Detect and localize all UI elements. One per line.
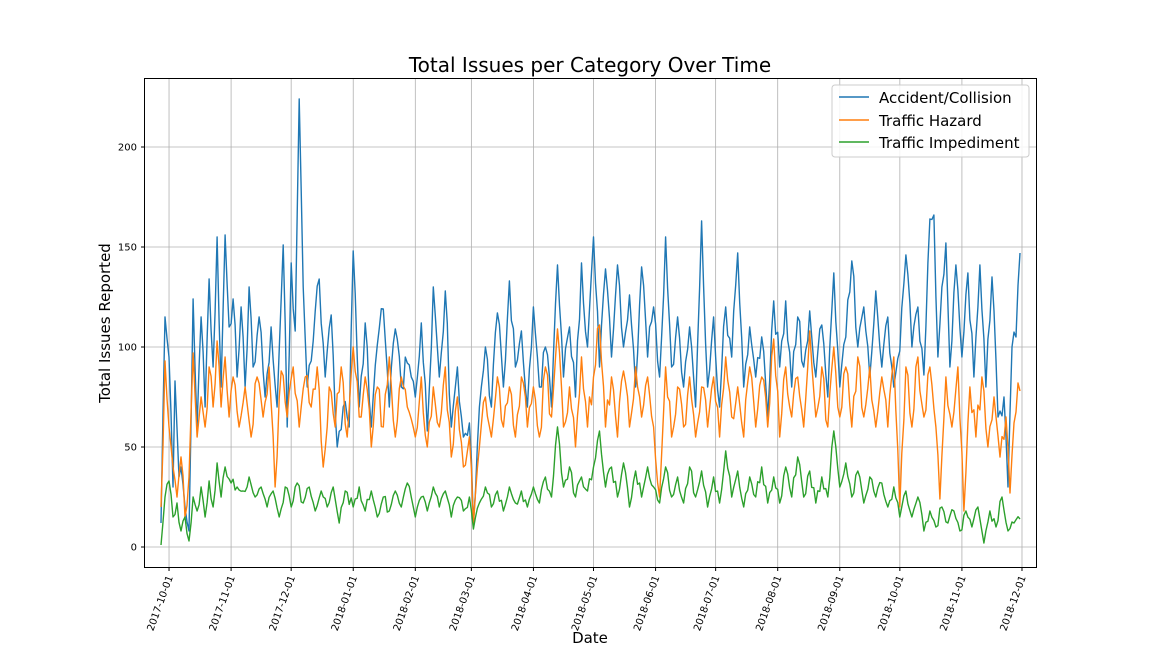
y-tick-label: 50 — [124, 443, 137, 454]
series-line-traffic-hazard — [160, 324, 1021, 526]
series-line-accident-collision — [160, 98, 1021, 532]
x-tick-label: 2018-11-01 — [939, 574, 969, 632]
x-tick-label: 2018-01-01 — [330, 574, 360, 632]
x-tick-label: 2018-03-01 — [448, 574, 478, 632]
x-tick-label: 2018-02-01 — [392, 574, 422, 632]
x-tick-label: 2017-12-01 — [268, 574, 298, 632]
legend-box — [831, 84, 1030, 158]
y-tick-label: 150 — [118, 243, 137, 254]
legend-label-impediment: Traffic Impediment — [878, 134, 1020, 152]
y-tick-label: 100 — [118, 343, 137, 354]
x-tick-label: 2017-11-01 — [208, 574, 238, 632]
x-axis: 2017-10-01 2017-11-01 2017-12-01 2018-01-01… — [146, 567, 1029, 633]
x-tick-label: 2018-04-01 — [510, 574, 540, 632]
x-tick-label: 2017-10-01 — [146, 574, 176, 632]
x-tick-label: 2018-05-01 — [570, 574, 600, 632]
series-line-traffic-impediment — [160, 426, 1021, 546]
legend: Accident/Collision Traffic Hazard Traffi… — [831, 84, 1030, 158]
y-axis: 0 50 100 150 200 — [118, 143, 145, 554]
y-tick-label: 0 — [131, 543, 137, 554]
y-tick-label: 200 — [118, 143, 137, 154]
legend-label-accident: Accident/Collision — [879, 89, 1012, 107]
legend-label-hazard: Traffic Hazard — [878, 112, 982, 130]
y-axis-label: Total Issues Reported — [96, 243, 114, 404]
series-lines — [160, 98, 1021, 546]
x-tick-label: 2018-06-01 — [632, 574, 662, 632]
x-tick-label: 2018-09-01 — [816, 574, 846, 632]
x-tick-label: 2018-07-01 — [692, 574, 722, 632]
x-tick-label: 2018-08-01 — [754, 574, 784, 632]
x-tick-label: 2018-10-01 — [876, 574, 906, 632]
x-axis-label: Date — [572, 629, 608, 647]
chart-title: Total Issues per Category Over Time — [408, 53, 771, 77]
x-tick-label: 2018-12-01 — [999, 574, 1029, 632]
plot-frame — [144, 78, 1037, 568]
